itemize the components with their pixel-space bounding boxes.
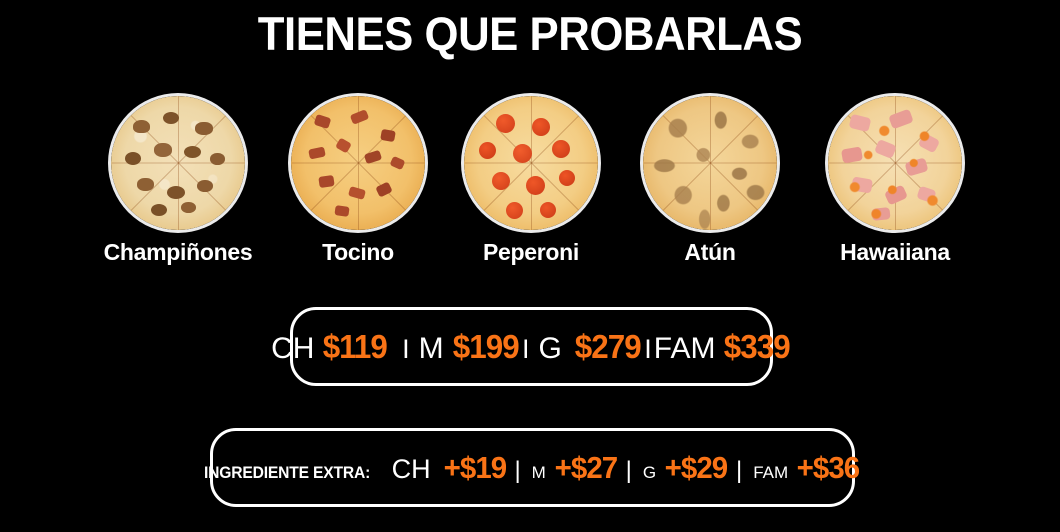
size-label-g: G [538,331,562,365]
extra-price-m: +$27 [554,449,618,485]
mushroom-pizza-icon [111,96,245,230]
pizza-list: Champiñones Toci [0,96,1060,272]
price-separator: I [522,333,530,364]
pizza-label: Champiñones [103,239,253,265]
pizza-item-atun[interactable]: Atún [620,96,800,266]
size-label-fam: FAM [653,331,716,365]
price-line: CH $119 I M $199 I G $279 I FAM $339 [271,328,792,366]
price-g: $279 [574,327,642,365]
pizza-label: Hawaiiana [840,239,950,265]
extra-price-g: +$29 [664,449,728,485]
price-separator: I [644,333,652,364]
size-label-m: M [418,331,444,365]
extra-price-ch: +$19 [443,449,506,485]
pizza-item-hawaiiana[interactable]: Hawaiiana [805,96,985,266]
extra-price-fam: +$36 [796,449,860,485]
extra-size-label-m: M [531,462,546,482]
price-m: $199 [452,327,519,365]
extra-separator: | [735,456,743,484]
price-fam: $339 [724,327,791,365]
pizza-label: Atún [684,239,736,265]
page-title: TIENES QUE PROBARLAS [257,7,803,60]
tuna-pizza-icon [643,96,777,230]
extra-size-label-g: G [642,462,657,482]
price-separator: I [402,333,410,364]
extra-separator: | [625,456,632,484]
extra-title: INGREDIENTE EXTRA: [204,462,371,482]
extra-separator: | [514,456,521,484]
size-label-ch: CH [271,331,315,365]
pizza-item-champinones[interactable]: Champiñones [88,96,268,266]
extra-size-label-ch: CH [391,453,431,484]
pepperoni-pizza-icon [464,96,598,230]
pizza-item-peperoni[interactable]: Peperoni [441,96,621,266]
extra-line: INGREDIENTE EXTRA: CH +$19 | M +$27 | G … [204,450,861,486]
bacon-pizza-icon [291,96,425,230]
pizza-label: Tocino [322,239,394,265]
price-ch: $119 [323,327,388,365]
pizza-label: Peperoni [482,239,579,265]
extra-ingredient-box: INGREDIENTE EXTRA: CH +$19 | M +$27 | G … [204,428,860,507]
hawaiian-pizza-icon [828,96,962,230]
pizza-item-tocino[interactable]: Tocino [268,96,448,266]
price-box: CH $119 I M $199 I G $279 I FAM $339 [271,307,791,386]
extra-size-label-fam: FAM [753,462,789,482]
